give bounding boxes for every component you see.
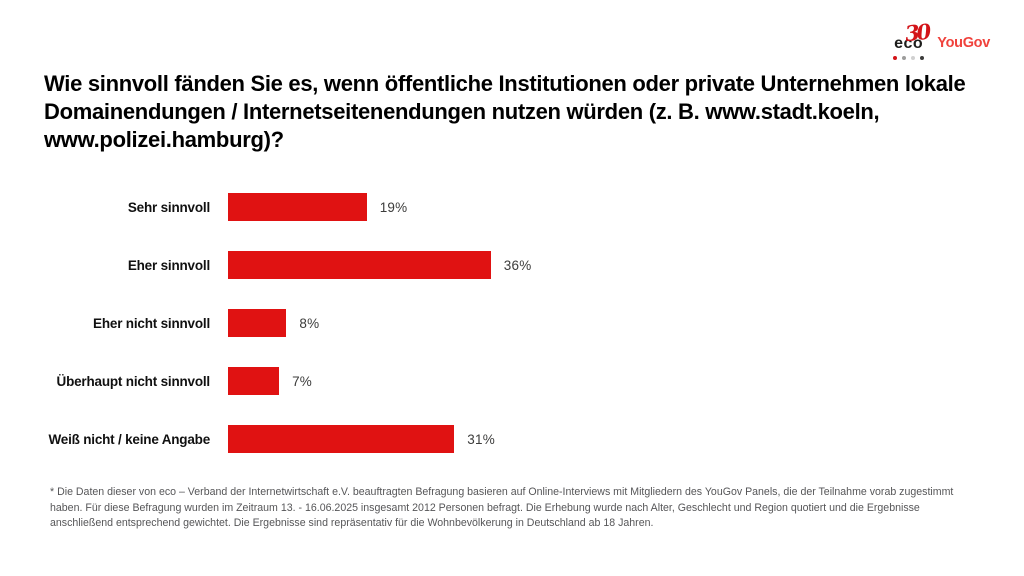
bar [228, 251, 491, 279]
eco-logo-dot [893, 56, 898, 60]
chart-row: Überhaupt nicht sinnvoll 7% [48, 367, 978, 395]
eco-logo: 30 eco [889, 18, 930, 60]
category-label: Eher nicht sinnvoll [93, 315, 210, 331]
value-label: 31% [467, 431, 495, 447]
eco-30-years-mark: 30 [903, 18, 930, 47]
value-label: 36% [503, 257, 532, 273]
bar [228, 309, 287, 337]
yougov-wordmark: YouGov [937, 35, 990, 51]
bar-chart: Sehr sinnvoll 19% Eher sinnvoll 36% Eher nic… [48, 193, 978, 453]
value-label: 8% [299, 315, 320, 331]
logo-group: 30 eco YouGov [889, 18, 990, 60]
category-label: Eher sinnvoll [127, 257, 210, 273]
bar [228, 367, 280, 395]
chart-row: Eher nicht sinnvoll 8% [48, 309, 978, 337]
value-label: 19% [379, 199, 408, 215]
eco-wordmark: eco [894, 35, 924, 52]
eco-logo-dots [893, 56, 925, 60]
question-title: Wie sinnvoll fänden Sie es, wenn öffentl… [44, 71, 966, 152]
eco-logo-dot [911, 56, 916, 60]
bar [228, 193, 367, 221]
value-label: 7% [292, 373, 313, 389]
category-label: Sehr sinnvoll [127, 199, 210, 215]
methodology-footnote: * Die Daten dieser von eco – Verband der… [50, 486, 954, 529]
category-label: Weiß nicht / keine Angabe [48, 431, 210, 447]
eco-logo-dot [920, 56, 925, 60]
eco-logo-dot [902, 56, 907, 60]
chart-row: Eher sinnvoll 36% [48, 251, 978, 279]
chart-row: Weiß nicht / keine Angabe 31% [48, 425, 978, 453]
chart-row: Sehr sinnvoll 19% [48, 193, 978, 221]
bar [228, 425, 455, 453]
category-label: Überhaupt nicht sinnvoll [56, 373, 211, 389]
